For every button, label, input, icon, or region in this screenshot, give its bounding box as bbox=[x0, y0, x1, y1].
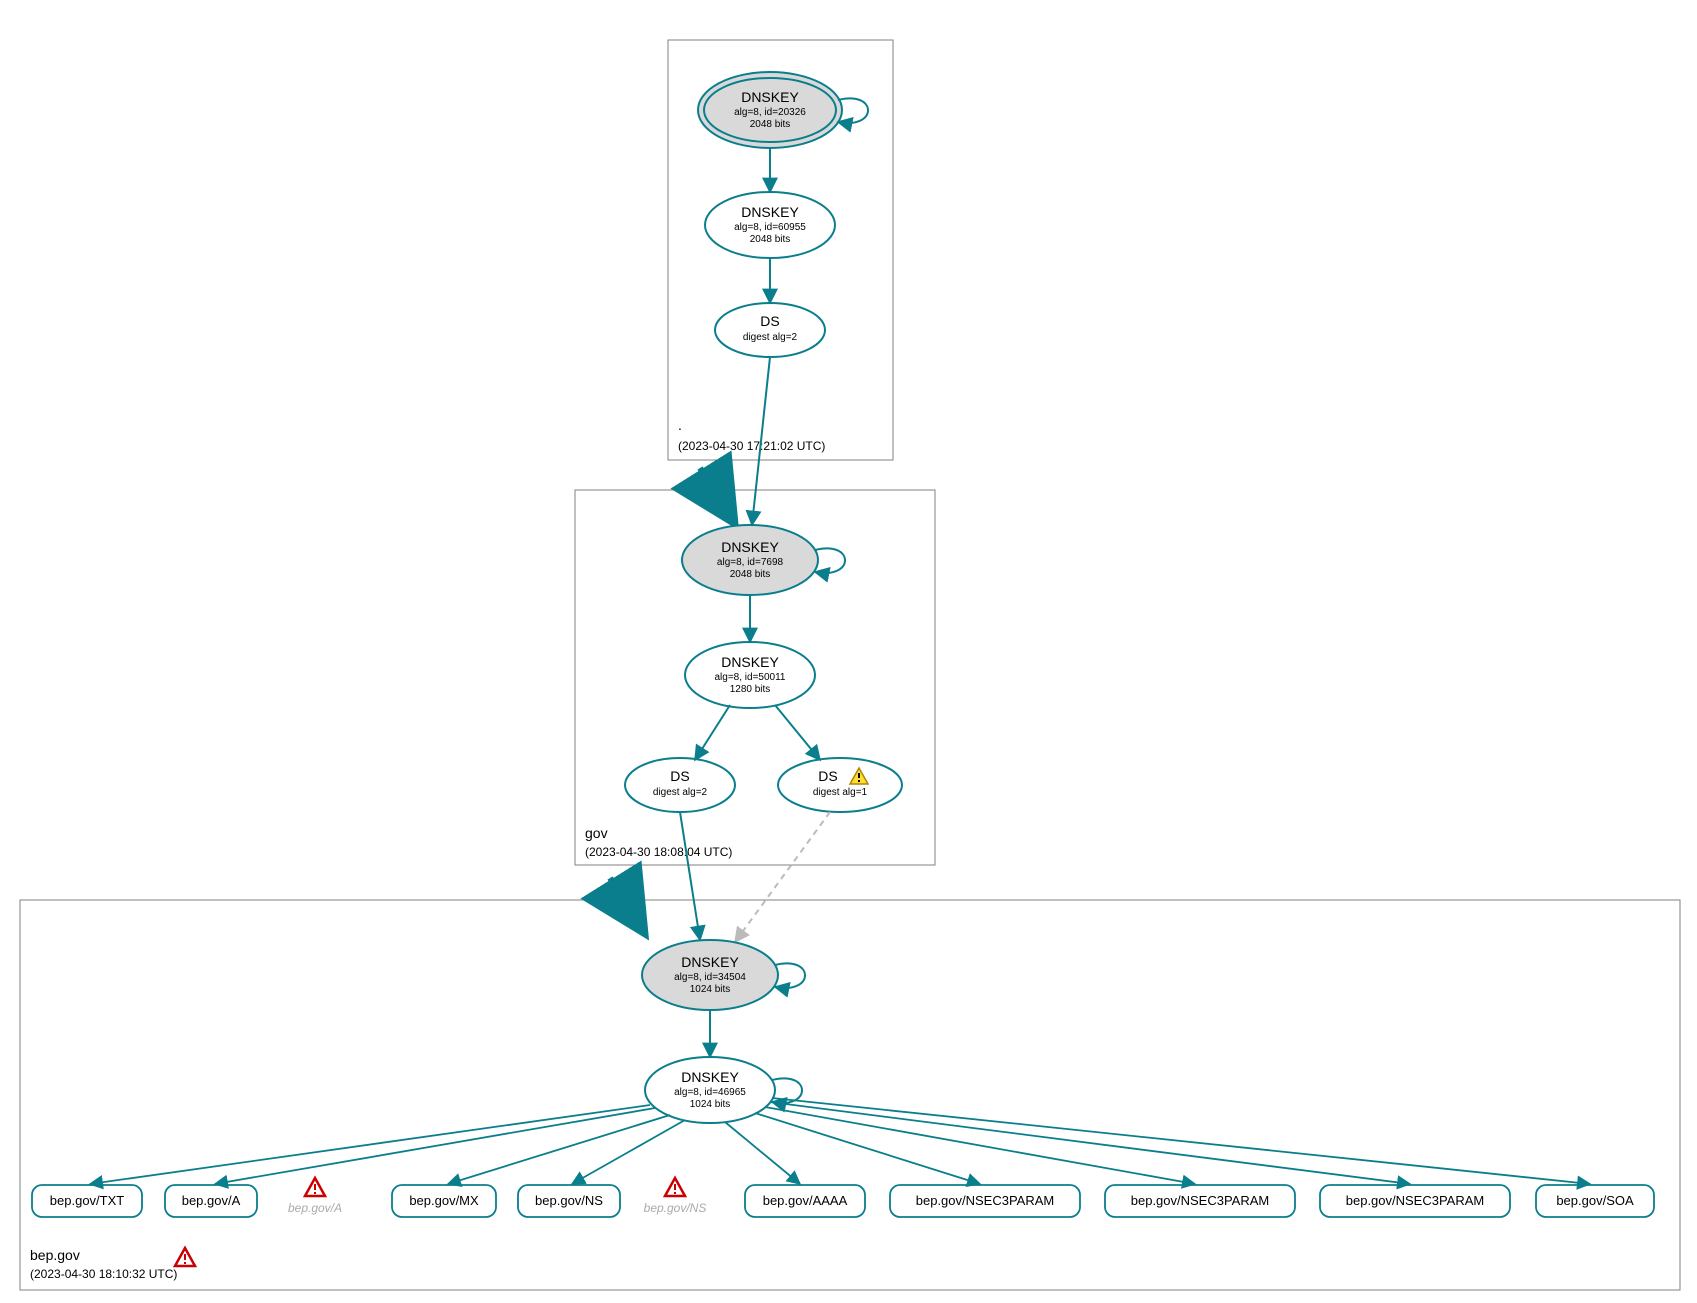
node-sub: alg=8, id=50011 bbox=[715, 672, 786, 683]
node-title: DNSKEY bbox=[721, 654, 779, 670]
node-root-zsk: DNSKEY alg=8, id=60955 2048 bits bbox=[705, 192, 835, 258]
node-sub: 1024 bits bbox=[690, 1099, 731, 1110]
edge-ghost bbox=[735, 812, 830, 942]
node-title: DNSKEY bbox=[721, 539, 779, 555]
node-gov-ds2: DS digest alg=1 bbox=[778, 758, 902, 812]
rr-txt: bep.gov/TXT bbox=[32, 1185, 142, 1217]
node-sub: 2048 bits bbox=[750, 119, 791, 130]
edge bbox=[215, 1108, 655, 1184]
edge bbox=[90, 1105, 650, 1184]
node-sub: 1024 bits bbox=[690, 984, 731, 995]
zone-bep-timestamp: (2023-04-30 18:10:32 UTC) bbox=[30, 1267, 177, 1281]
edge bbox=[770, 1102, 1410, 1184]
error-icon bbox=[665, 1178, 685, 1196]
rr-n3p3: bep.gov/NSEC3PARAM bbox=[1320, 1185, 1510, 1217]
error-icon bbox=[305, 1178, 325, 1196]
rr-n3p1: bep.gov/NSEC3PARAM bbox=[890, 1185, 1080, 1217]
rr-soa: bep.gov/SOA bbox=[1536, 1185, 1654, 1217]
node-sub: alg=8, id=34504 bbox=[674, 972, 746, 983]
svg-text:bep.gov/A: bep.gov/A bbox=[182, 1193, 241, 1208]
node-sub: alg=8, id=46965 bbox=[674, 1087, 746, 1098]
edge bbox=[680, 812, 700, 940]
rr-ghost-ns: bep.gov/NS bbox=[644, 1178, 707, 1215]
error-icon bbox=[175, 1248, 195, 1266]
node-gov-ksk: DNSKEY alg=8, id=7698 2048 bits bbox=[682, 525, 818, 595]
rr-ns: bep.gov/NS bbox=[518, 1185, 620, 1217]
zone-root-label: . bbox=[678, 417, 682, 433]
edge bbox=[695, 705, 730, 760]
rr-n3p2: bep.gov/NSEC3PARAM bbox=[1105, 1185, 1295, 1217]
node-sub: alg=8, id=7698 bbox=[717, 557, 784, 568]
rr-mx: bep.gov/MX bbox=[392, 1185, 496, 1217]
node-root-ksk: DNSKEY alg=8, id=20326 2048 bits bbox=[698, 72, 842, 148]
node-sub: digest alg=2 bbox=[653, 787, 708, 798]
node-title: DNSKEY bbox=[741, 89, 799, 105]
svg-text:bep.gov/SOA: bep.gov/SOA bbox=[1556, 1193, 1634, 1208]
node-title: DS bbox=[818, 768, 837, 784]
node-sub: digest alg=1 bbox=[813, 787, 868, 798]
edge bbox=[765, 1107, 1195, 1184]
zone-bep-label: bep.gov bbox=[30, 1247, 80, 1263]
svg-text:bep.gov/NS: bep.gov/NS bbox=[644, 1201, 707, 1215]
edge bbox=[772, 1098, 1590, 1184]
node-title: DNSKEY bbox=[681, 954, 739, 970]
node-sub: alg=8, id=60955 bbox=[734, 222, 806, 233]
node-sub: alg=8, id=20326 bbox=[734, 107, 806, 118]
rr-a: bep.gov/A bbox=[165, 1185, 257, 1217]
svg-text:bep.gov/NSEC3PARAM: bep.gov/NSEC3PARAM bbox=[1131, 1193, 1270, 1208]
rr-ghost-a: bep.gov/A bbox=[288, 1178, 342, 1215]
svg-text:bep.gov/A: bep.gov/A bbox=[288, 1201, 342, 1215]
edge bbox=[572, 1120, 685, 1184]
edge bbox=[775, 705, 820, 760]
node-root-ds: DS digest alg=2 bbox=[715, 303, 825, 357]
edge-self-loop bbox=[815, 548, 845, 573]
node-sub: 2048 bits bbox=[730, 569, 771, 580]
zone-bep-box bbox=[20, 900, 1680, 1290]
node-sub: digest alg=2 bbox=[743, 332, 798, 343]
node-title: DS bbox=[760, 313, 779, 329]
svg-text:bep.gov/NSEC3PARAM: bep.gov/NSEC3PARAM bbox=[1346, 1193, 1485, 1208]
edge-self-loop bbox=[775, 963, 805, 988]
node-title: DS bbox=[670, 768, 689, 784]
zone-delegation-arrow bbox=[610, 878, 630, 910]
zone-gov-label: gov bbox=[585, 825, 608, 841]
edge bbox=[755, 1113, 980, 1184]
zone-gov-timestamp: (2023-04-30 18:08:04 UTC) bbox=[585, 845, 732, 859]
node-sub: 2048 bits bbox=[750, 234, 791, 245]
dnssec-diagram: . (2023-04-30 17:21:02 UTC) gov (2023-04… bbox=[0, 0, 1697, 1303]
svg-text:bep.gov/NS: bep.gov/NS bbox=[535, 1193, 603, 1208]
node-title: DNSKEY bbox=[741, 204, 799, 220]
node-title: DNSKEY bbox=[681, 1069, 739, 1085]
svg-text:bep.gov/NSEC3PARAM: bep.gov/NSEC3PARAM bbox=[916, 1193, 1055, 1208]
node-gov-ds1: DS digest alg=2 bbox=[625, 758, 735, 812]
svg-text:bep.gov/AAAA: bep.gov/AAAA bbox=[763, 1193, 848, 1208]
node-bep-ksk: DNSKEY alg=8, id=34504 1024 bits bbox=[642, 940, 778, 1010]
svg-text:bep.gov/TXT: bep.gov/TXT bbox=[50, 1193, 124, 1208]
svg-text:bep.gov/MX: bep.gov/MX bbox=[409, 1193, 479, 1208]
rr-aaaa: bep.gov/AAAA bbox=[745, 1185, 865, 1217]
zone-delegation-arrow bbox=[700, 468, 720, 500]
zone-root-timestamp: (2023-04-30 17:21:02 UTC) bbox=[678, 439, 825, 453]
node-sub: 1280 bits bbox=[730, 684, 771, 695]
node-gov-zsk: DNSKEY alg=8, id=50011 1280 bits bbox=[685, 642, 815, 708]
edge bbox=[725, 1122, 800, 1184]
